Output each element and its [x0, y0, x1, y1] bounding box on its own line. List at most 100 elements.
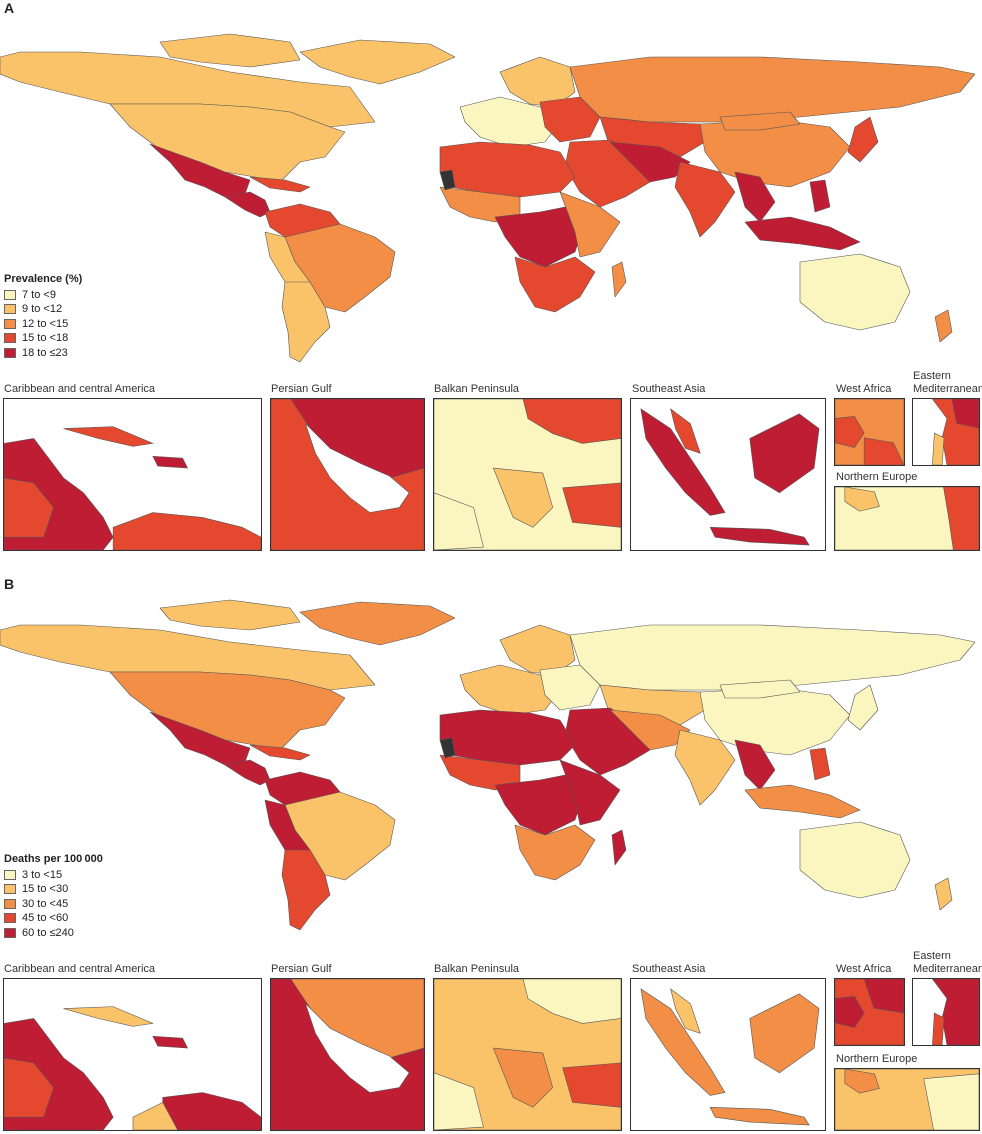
legend-title: Deaths per 100 000	[4, 853, 103, 865]
inset-label-caribbean: Caribbean and central America	[4, 963, 156, 975]
india	[674, 161, 736, 238]
inset-a-eastern-mediterranean	[912, 398, 980, 466]
east-africa	[559, 191, 621, 258]
legend-item: 7 to <9	[4, 288, 82, 303]
indonesia	[744, 784, 861, 819]
greenland	[299, 39, 456, 85]
new-zealand	[934, 877, 953, 911]
legend-label: 3 to <15	[22, 868, 63, 881]
russia	[569, 624, 976, 691]
arctic-islands	[159, 33, 301, 68]
legend-swatch	[4, 333, 16, 344]
inset-a-balkan	[433, 398, 622, 551]
central-america	[224, 191, 271, 218]
mongolia	[719, 111, 801, 131]
indochina	[734, 171, 776, 223]
argentina-chile	[281, 849, 331, 931]
inset-a-west-africa	[834, 398, 905, 466]
inset-b-eastern-mediterranean	[912, 978, 980, 1046]
legend-label: 30 to <45	[22, 897, 69, 910]
legend-swatch	[4, 898, 16, 909]
legend-item: 15 to <30	[4, 882, 103, 897]
caribbean	[249, 176, 311, 193]
western-europe	[459, 664, 561, 716]
inset-label-persian-gulf: Persian Gulf	[271, 383, 332, 395]
inset-b-balkan	[433, 978, 622, 1131]
inset-a-southeast-asia	[630, 398, 826, 551]
legend-title: Prevalence (%)	[4, 273, 83, 285]
panel-b-legend: Deaths per 100 000 3 to <15 15 to <30 30…	[4, 852, 103, 940]
australia	[799, 821, 911, 899]
inset-label-east-med-1: Eastern	[913, 950, 951, 962]
legend-swatch	[4, 884, 16, 895]
southern-africa	[514, 256, 596, 313]
inset-label-southeast-asia: Southeast Asia	[632, 383, 706, 395]
inset-label-balkan: Balkan Peninsula	[434, 963, 520, 975]
legend-item: 12 to <15	[4, 317, 82, 332]
inset-label-east-med-1: Eastern	[913, 370, 951, 382]
legend-swatch	[4, 289, 16, 300]
legend-item: 15 to <18	[4, 331, 82, 346]
legend-label: 15 to <30	[22, 883, 69, 895]
india	[674, 729, 736, 806]
mongolia	[719, 679, 801, 699]
inset-b-southeast-asia	[630, 978, 826, 1131]
legend-label: 18 to ≤23	[22, 346, 68, 359]
inset-label-east-med-2: Mediterranean	[913, 383, 982, 395]
southern-africa	[514, 824, 596, 881]
indonesia	[744, 216, 861, 251]
indochina	[734, 739, 776, 791]
legend-item: 30 to <45	[4, 897, 103, 912]
western-sahara	[439, 737, 456, 759]
madagascar	[611, 829, 627, 866]
legend-label: 7 to <9	[22, 288, 56, 301]
legend-label: 45 to <60	[22, 912, 69, 924]
legend-label: 12 to <15	[22, 317, 69, 330]
inset-a-northern-europe	[834, 486, 980, 551]
north-africa	[439, 709, 576, 766]
inset-a-caribbean	[3, 398, 262, 551]
western-sahara	[439, 169, 456, 191]
legend-swatch	[4, 347, 16, 358]
caribbean	[249, 744, 311, 761]
iran-afghanistan	[609, 141, 691, 183]
inset-b-caribbean	[3, 978, 262, 1131]
panel-b-letter: B	[4, 576, 15, 592]
iran-afghanistan	[609, 709, 691, 751]
inset-label-west-africa: West Africa	[836, 383, 892, 395]
inset-label-northern-europe: Northern Europe	[836, 1053, 918, 1065]
legend-swatch	[4, 318, 16, 329]
new-zealand	[934, 309, 953, 343]
central-africa	[494, 774, 586, 836]
panel-a-letter: A	[4, 0, 15, 16]
legend-swatch	[4, 869, 16, 880]
central-america	[224, 759, 271, 786]
inset-a-persian-gulf	[270, 398, 425, 551]
inset-label-balkan: Balkan Peninsula	[434, 383, 520, 395]
panel-a-legend: Prevalence (%) 7 to <9 9 to <12 12 to <1…	[4, 272, 82, 360]
legend-swatch	[4, 927, 16, 938]
central-africa	[494, 206, 586, 268]
inset-label-southeast-asia: Southeast Asia	[632, 963, 706, 975]
east-africa	[559, 759, 621, 826]
japan	[847, 116, 879, 163]
legend-item: 45 to <60	[4, 911, 103, 926]
arctic-islands	[159, 599, 301, 631]
philippines	[809, 747, 831, 781]
china	[699, 687, 851, 756]
inset-label-northern-europe: Northern Europe	[836, 471, 918, 483]
legend-label: 9 to <12	[22, 303, 63, 315]
western-europe	[459, 96, 561, 148]
china	[699, 119, 851, 188]
legend-item: 3 to <15	[4, 868, 103, 883]
philippines	[809, 179, 831, 213]
panel-b-world-map	[0, 599, 976, 931]
inset-b-persian-gulf	[270, 978, 425, 1131]
inset-label-west-africa: West Africa	[836, 963, 892, 975]
inset-b-west-africa	[834, 978, 905, 1046]
legend-swatch	[4, 304, 16, 315]
inset-label-caribbean: Caribbean and central America	[4, 383, 156, 395]
madagascar	[611, 261, 627, 298]
legend-item: 9 to <12	[4, 302, 82, 317]
greenland	[299, 601, 456, 646]
